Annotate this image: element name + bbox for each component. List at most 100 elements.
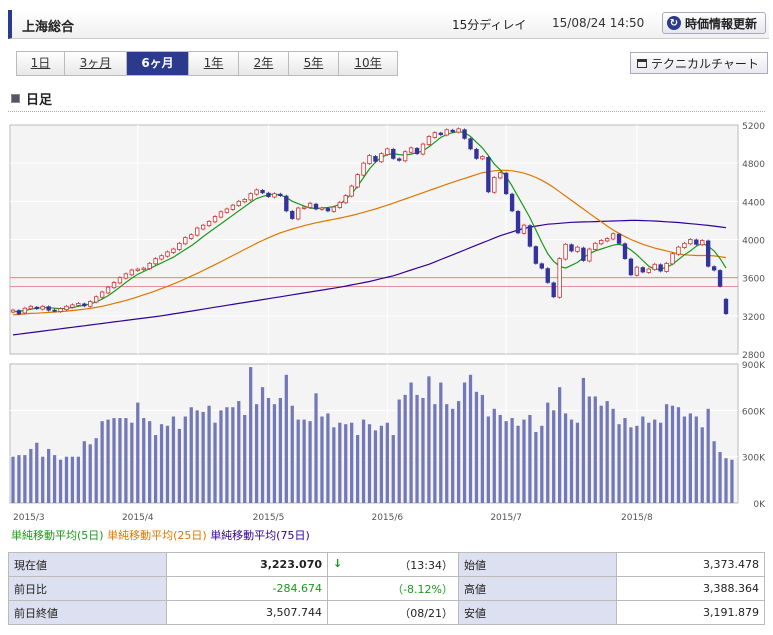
change-label: 前日比: [8, 576, 167, 601]
volume-bar: [314, 393, 318, 503]
volume-bar: [397, 399, 401, 503]
section-heading: 日足: [11, 89, 52, 108]
volume-bar: [421, 397, 425, 503]
volume-bar: [64, 456, 69, 503]
candle-body: [99, 291, 105, 298]
candle-body: [206, 220, 212, 227]
candle-body: [200, 224, 206, 230]
candle-body: [628, 258, 634, 276]
candle-body: [230, 204, 236, 210]
candle-body: [10, 309, 16, 313]
candle-body: [189, 234, 194, 239]
open-value: 3,373.478: [616, 552, 765, 577]
tab-1y[interactable]: 1年: [189, 52, 239, 75]
change-value: -284.674: [166, 576, 328, 601]
legend-ma75: 単純移動平均(75日): [210, 529, 310, 542]
volume-bar: [243, 414, 247, 503]
candle-body: [616, 233, 622, 244]
candle-body: [248, 193, 253, 201]
volume-bar: [165, 425, 170, 503]
candle-body: [705, 240, 711, 267]
tab-10y[interactable]: 10年: [339, 52, 397, 75]
volume-bar: [599, 405, 603, 503]
volume-bar: [724, 458, 728, 503]
volume-bar: [694, 416, 698, 503]
tab-1d[interactable]: 1日: [17, 52, 65, 75]
candle-body: [76, 303, 81, 306]
volume-bar: [58, 459, 63, 503]
candle-body: [147, 262, 152, 270]
candle-body: [664, 262, 669, 272]
tab-2y[interactable]: 2年: [239, 52, 289, 75]
candle-body: [379, 153, 384, 163]
volume-bar: [522, 419, 526, 503]
candle-body: [634, 266, 640, 276]
delay-note: 15分ディレイ: [452, 18, 527, 32]
volume-bar: [225, 407, 229, 503]
open-label: 始値: [458, 552, 617, 577]
volume-bar: [361, 419, 366, 503]
price-tick-label: 2800: [742, 351, 765, 361]
prev-close-date: （08/21）: [327, 600, 459, 625]
volume-bar: [290, 405, 294, 503]
update-datetime: 15/08/24 14:50: [552, 16, 645, 30]
volume-bar: [546, 402, 550, 503]
volume-bar: [480, 394, 485, 503]
volume-bar: [670, 405, 675, 503]
price-tick-label: 5200: [742, 122, 765, 132]
volume-bar: [623, 418, 627, 503]
volume-bar: [587, 396, 591, 503]
candle-body: [218, 211, 224, 218]
candle-body: [391, 148, 396, 159]
volume-bar: [617, 424, 621, 503]
tab-5y[interactable]: 5年: [289, 52, 339, 75]
candle-body: [254, 189, 259, 195]
volume-bar: [403, 394, 407, 503]
refresh-button[interactable]: ↻ 時価情報更新: [662, 12, 767, 34]
stats-table: 現在値 3,223.070 ↓ （13:34） 始値 3,373.478 前日比…: [8, 552, 765, 625]
candle-body: [266, 192, 271, 197]
volume-bar: [641, 416, 645, 503]
candle-body: [498, 172, 503, 179]
x-tick-label: 2015/8: [621, 513, 653, 523]
volume-bar: [76, 456, 80, 503]
candle-body: [420, 143, 426, 155]
candle-body: [16, 310, 22, 315]
volume-bar: [171, 416, 176, 503]
volume-bar: [237, 401, 241, 503]
candle-body: [22, 307, 28, 314]
volume-bar: [647, 422, 651, 503]
window-icon: [637, 58, 647, 68]
technical-chart-button[interactable]: テクニカルチャート: [630, 52, 768, 74]
candle-body: [593, 242, 598, 250]
down-arrow-icon: ↓: [333, 556, 343, 570]
x-tick-label: 2015/6: [371, 513, 403, 523]
candle-body: [581, 247, 586, 261]
tab-3m[interactable]: 3ヶ月: [65, 52, 127, 75]
candle-body: [474, 148, 479, 159]
candle-body: [260, 189, 265, 194]
candle-body: [58, 308, 63, 312]
price-tick-label: 4000: [742, 237, 765, 247]
volume-bar: [130, 422, 134, 503]
prev-close-value: 3,507.744: [166, 600, 328, 625]
candle-body: [723, 298, 729, 315]
volume-bar: [183, 416, 187, 503]
candle-body: [177, 242, 182, 250]
volume-bar: [344, 424, 348, 503]
candle-body: [599, 240, 604, 245]
tab-6m[interactable]: 6ヶ月: [127, 52, 189, 75]
candle-body: [652, 263, 657, 270]
candle-body: [717, 270, 723, 287]
volume-bar: [605, 401, 609, 503]
volume-bar: [540, 425, 544, 503]
volume-bar: [302, 419, 306, 503]
volume-bar: [88, 444, 92, 503]
volume-bar: [730, 459, 734, 503]
candle-body: [700, 240, 705, 246]
volume-bar: [124, 418, 128, 503]
volume-bar: [70, 456, 75, 503]
candle-body: [165, 251, 170, 257]
volume-bar: [94, 438, 98, 503]
